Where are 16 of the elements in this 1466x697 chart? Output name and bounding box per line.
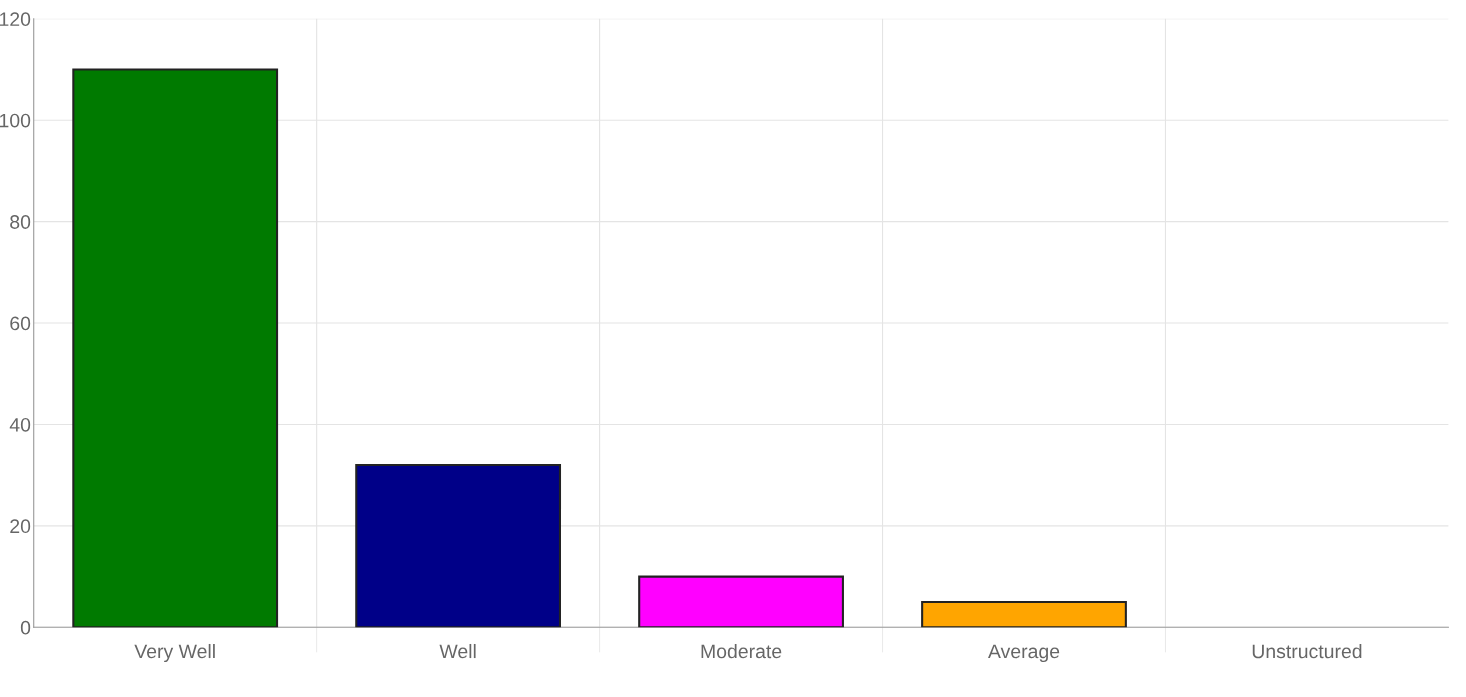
y-tick-label: 80 (10, 215, 31, 229)
x-tick-label: Moderate (701, 643, 782, 659)
bar (638, 575, 844, 628)
bar (72, 68, 279, 628)
y-tick-label: 0 (20, 620, 31, 635)
bar (921, 600, 1127, 628)
x-tick-label: Well (439, 643, 476, 659)
y-tick-label: 60 (10, 316, 31, 331)
y-tick-label: 100 (0, 113, 31, 128)
x-tick-label: Average (988, 644, 1060, 663)
y-tick-label: 120 (0, 12, 31, 27)
bar (355, 464, 562, 628)
y-tick-label: 20 (10, 519, 31, 534)
x-tick-label: Very Well (134, 643, 215, 663)
y-tick-label: 40 (9, 417, 31, 432)
x-tick-label: Unstructured (1252, 643, 1362, 659)
